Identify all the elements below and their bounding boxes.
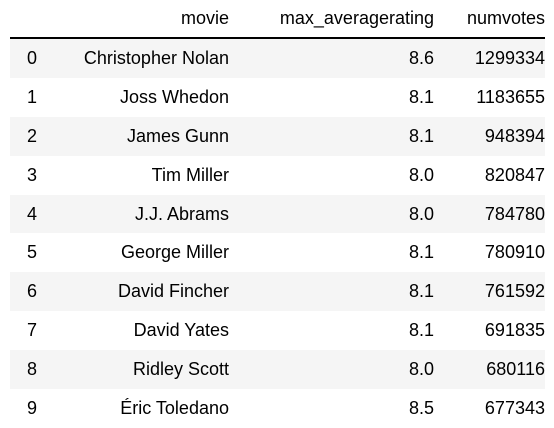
cell-max-averagerating: 8.5: [408, 397, 434, 418]
table-header: movie max_averagerating numvotes: [10, 0, 545, 39]
cell-movie: Christopher Nolan: [83, 47, 229, 68]
row-index: 1: [26, 86, 37, 107]
table-row: 4 J.J. Abrams 8.0 784780: [10, 194, 545, 234]
cell-numvotes: 691835: [484, 320, 545, 341]
table-body: 0 Christopher Nolan 8.6 1299334 1 Joss W…: [10, 38, 545, 428]
cell-movie: David Yates: [133, 320, 229, 341]
column-header-movie: movie: [54, 0, 229, 39]
cell-movie: David Fincher: [117, 281, 229, 302]
cell-movie: Ridley Scott: [132, 359, 229, 380]
cell-max-averagerating: 8.0: [408, 203, 434, 224]
cell-numvotes: 1183655: [476, 86, 545, 107]
row-index: 3: [26, 164, 37, 185]
cell-numvotes: 680116: [486, 359, 545, 380]
row-index: 5: [26, 242, 37, 263]
header-row: movie max_averagerating numvotes: [10, 0, 545, 39]
cell-max-averagerating: 8.0: [408, 164, 434, 185]
cell-max-averagerating: 8.1: [408, 86, 434, 107]
cell-movie: George Miller: [120, 242, 229, 263]
dataframe-table: movie max_averagerating numvotes 0 Chris…: [10, 0, 545, 428]
table-row: 5 George Miller 8.1 780910: [10, 233, 545, 272]
cell-numvotes: 780910: [484, 242, 545, 263]
row-index: 0: [26, 47, 37, 68]
table-row: 2 James Gunn 8.1 948394: [10, 116, 545, 156]
cell-numvotes: 820847: [484, 164, 545, 185]
cell-max-averagerating: 8.1: [408, 320, 434, 341]
row-index: 7: [26, 320, 37, 341]
row-index: 4: [26, 203, 37, 224]
column-header-max-averagerating: max_averagerating: [229, 0, 434, 39]
cell-movie: Éric Toledano: [120, 397, 229, 418]
cell-max-averagerating: 8.1: [408, 281, 434, 302]
row-index: 2: [26, 125, 37, 146]
table-row: 8 Ridley Scott 8.0 680116: [10, 350, 545, 390]
cell-movie: Joss Whedon: [119, 86, 229, 107]
cell-movie: J.J. Abrams: [134, 203, 229, 224]
row-index: 6: [26, 281, 37, 302]
table-row: 9 Éric Toledano 8.5 677343: [10, 389, 545, 428]
cell-numvotes: 784780: [484, 203, 545, 224]
cell-numvotes: 1299334: [474, 47, 545, 68]
cell-numvotes: 761592: [484, 281, 545, 302]
table-row: 3 Tim Miller 8.0 820847: [10, 156, 545, 195]
cell-numvotes: 677343: [484, 397, 545, 418]
row-index: 9: [26, 397, 37, 418]
column-header-numvotes: numvotes: [434, 0, 545, 39]
cell-numvotes: 948394: [484, 125, 545, 146]
table-row: 6 David Fincher 8.1 761592: [10, 272, 545, 312]
cell-max-averagerating: 8.1: [408, 125, 434, 146]
table-row: 1 Joss Whedon 8.1 1183655: [10, 78, 545, 117]
table-row: 0 Christopher Nolan 8.6 1299334: [10, 38, 545, 78]
row-index: 8: [26, 359, 37, 380]
cell-movie: James Gunn: [126, 125, 229, 146]
cell-max-averagerating: 8.0: [408, 359, 434, 380]
index-header: [10, 0, 54, 39]
table-row: 7 David Yates 8.1 691835: [10, 311, 545, 350]
cell-movie: Tim Miller: [151, 164, 229, 185]
cell-max-averagerating: 8.1: [408, 242, 434, 263]
cell-max-averagerating: 8.6: [408, 47, 434, 68]
